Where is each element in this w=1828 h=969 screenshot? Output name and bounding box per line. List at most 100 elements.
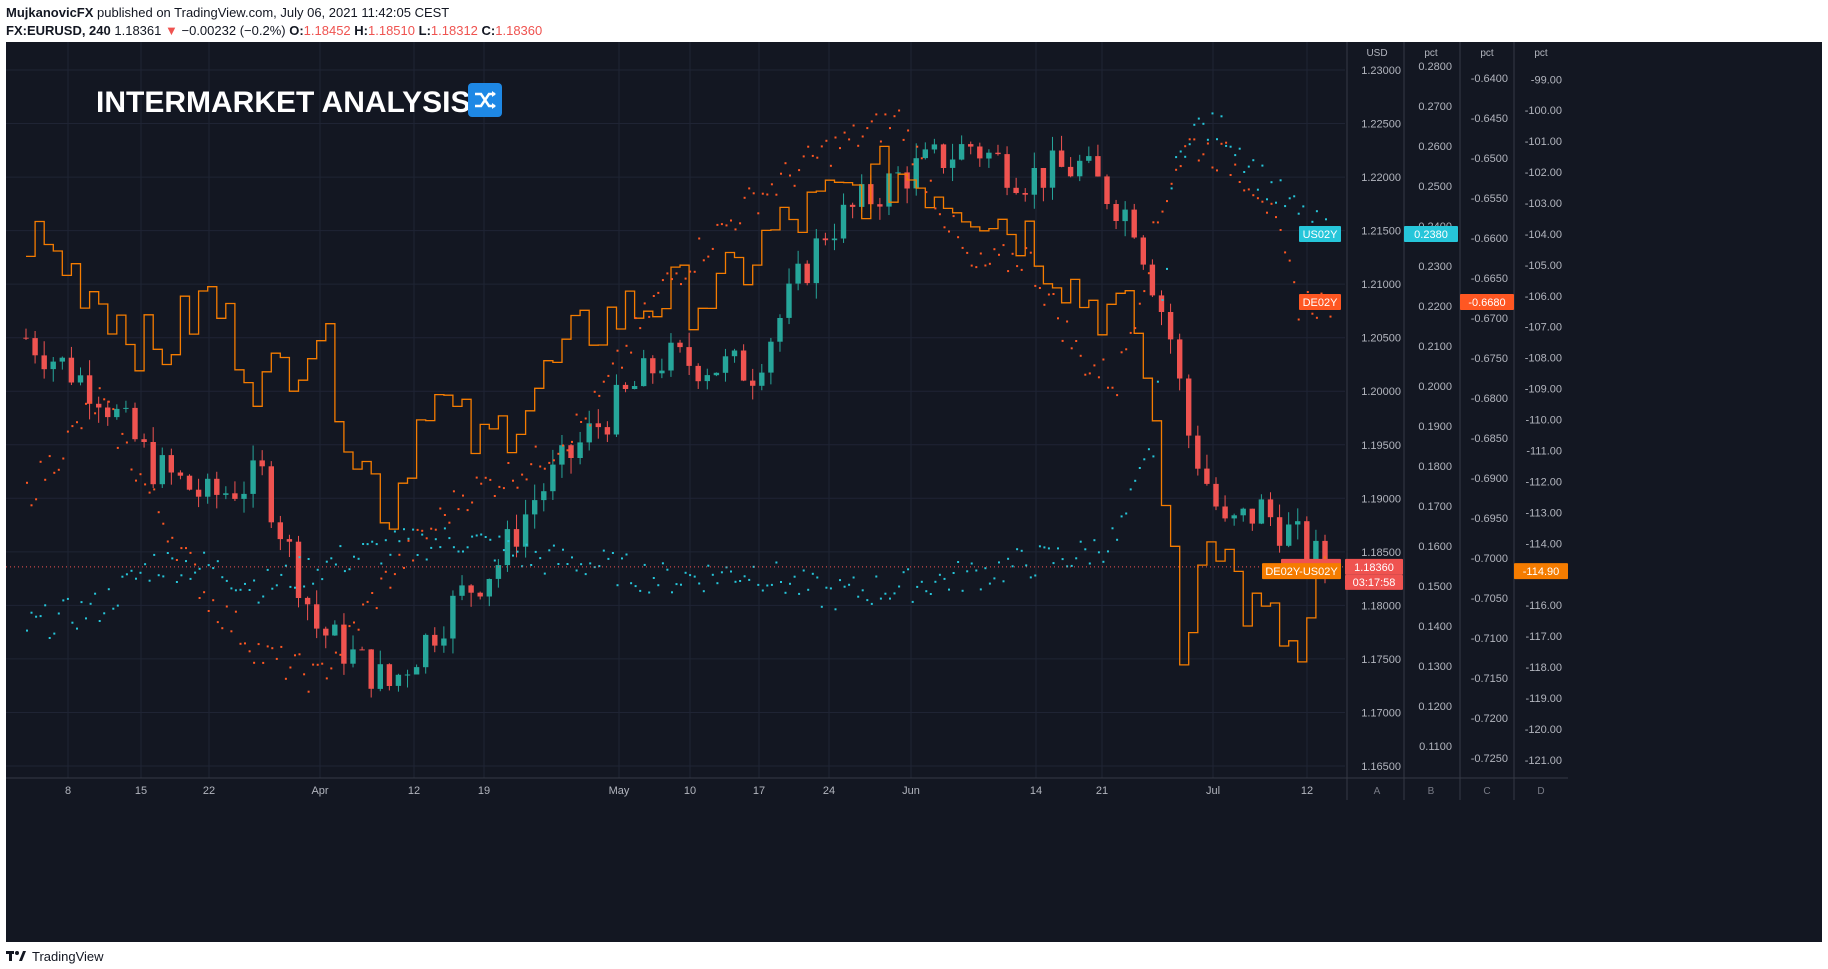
series-dot: [239, 588, 242, 591]
price-chart[interactable]: 8 15 22 Apr 12 19 May 10 17 24 Jun 14 21 Jul 12 USD 1.23…: [0, 42, 1828, 942]
close-label: C:: [481, 23, 496, 38]
series-dot: [425, 537, 428, 540]
series-dot: [484, 476, 487, 479]
close-value: 1.18360: [495, 23, 543, 38]
series-dot: [330, 667, 333, 670]
series-dot: [616, 349, 619, 352]
series-dot: [875, 575, 878, 578]
candle-body: [277, 522, 283, 540]
candle-body: [1286, 524, 1292, 546]
series-dot: [266, 645, 269, 648]
y-tick-label: 0.1900: [1418, 421, 1452, 433]
candle-body: [186, 475, 193, 490]
series-dot: [643, 563, 646, 566]
candle-body: [168, 455, 174, 473]
series-dot: [125, 573, 128, 576]
series-dot: [471, 501, 474, 504]
candle-body: [822, 238, 829, 241]
series-dot: [107, 400, 110, 403]
candle-body: [1249, 508, 1255, 524]
series-dot: [475, 476, 478, 479]
series-dot: [362, 543, 365, 545]
series-dot: [139, 571, 142, 574]
candle-body: [68, 357, 75, 383]
series-dot: [1011, 252, 1014, 255]
candle-body: [750, 380, 756, 386]
series-dot: [412, 559, 415, 562]
series-dot: [993, 248, 996, 251]
series-dot: [116, 604, 119, 607]
series-de02y-us02y: [26, 145, 1326, 666]
symbol-label[interactable]: FX:EURUSD, 240: [6, 23, 111, 38]
series-dot: [1311, 220, 1314, 223]
series-dot: [861, 589, 864, 592]
series-dot: [748, 187, 751, 190]
series-dot: [993, 577, 996, 580]
candle-body: [604, 427, 611, 435]
series-dot: [343, 570, 346, 573]
series-dot: [312, 663, 315, 666]
y-tick-label: -103.00: [1525, 198, 1562, 210]
candle-body: [450, 595, 456, 639]
series-dot: [1097, 551, 1100, 554]
series-dot: [1288, 197, 1291, 200]
series-dot: [316, 663, 319, 666]
candle-body: [377, 664, 383, 689]
series-dot: [262, 595, 265, 598]
series-dot: [39, 615, 42, 618]
series-dot: [98, 387, 101, 390]
series-dot: [902, 571, 905, 574]
author-name[interactable]: MujkanovicFX: [6, 5, 94, 20]
high-value: 1.18510: [368, 23, 415, 38]
series-dot: [870, 120, 873, 123]
series-dot: [1107, 386, 1109, 389]
series-dot: [1152, 455, 1155, 458]
series-dot: [557, 452, 560, 455]
series-dot: [121, 432, 124, 435]
tradingview-logo-icon[interactable]: [6, 949, 26, 963]
series-dot: [898, 585, 901, 588]
series-line: [26, 145, 1326, 666]
footer-brand[interactable]: TradingView: [32, 948, 104, 964]
series-dot: [1138, 302, 1141, 305]
series-dot: [257, 643, 260, 646]
series-dot: [375, 607, 378, 610]
series-dot: [1007, 270, 1010, 273]
y-tick-label: 0.2600: [1418, 141, 1452, 153]
y-tick-label: 1.19000: [1361, 493, 1401, 505]
candle-body: [940, 144, 947, 168]
series-dot: [1293, 195, 1296, 198]
series-dot: [775, 561, 778, 564]
candle-body: [77, 375, 84, 383]
series-dot: [48, 455, 51, 458]
series-dot: [1188, 138, 1191, 141]
series-dot: [811, 154, 814, 157]
y-tick-label: 1.17000: [1361, 707, 1401, 719]
high-label: H:: [354, 23, 368, 38]
series-dot: [752, 565, 755, 568]
series-dot: [48, 637, 51, 639]
series-dot: [280, 573, 283, 576]
series-dot: [334, 563, 337, 566]
candle-body: [650, 358, 656, 374]
series-dot: [1229, 145, 1232, 148]
series-dot: [639, 327, 642, 330]
candle-body: [786, 283, 792, 318]
series-dot: [689, 574, 692, 577]
series-dot: [816, 156, 819, 159]
series-dot: [303, 673, 306, 676]
series-dot: [525, 543, 528, 546]
series-dot: [489, 478, 492, 481]
series-dot: [970, 264, 973, 267]
series-dot: [439, 507, 442, 510]
series-dot: [1075, 557, 1078, 560]
us02y-name-label-bg: [1299, 226, 1341, 242]
series-dot: [1061, 339, 1064, 342]
chart-header: MujkanovicFX published on TradingView.co…: [6, 0, 1206, 40]
publish-date: published on TradingView.com, July 06, 2…: [97, 5, 450, 20]
x-tick-label: 19: [478, 785, 490, 797]
y-tick-label: -107.00: [1525, 322, 1562, 334]
series-dot: [80, 601, 83, 604]
series-dot: [221, 627, 224, 630]
y-tick-label: 1.22500: [1361, 119, 1401, 131]
